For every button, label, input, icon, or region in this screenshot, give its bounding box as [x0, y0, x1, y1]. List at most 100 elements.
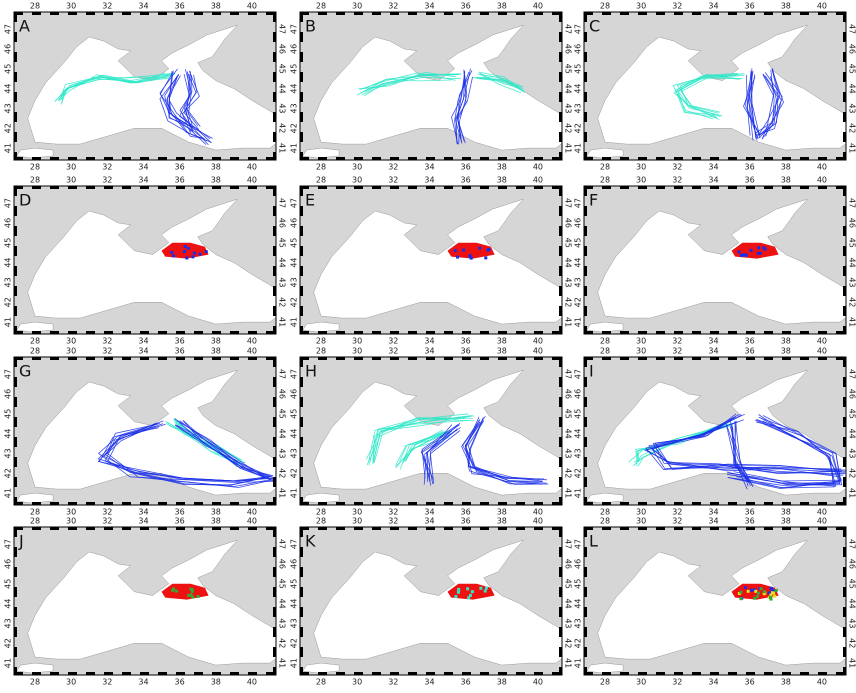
trajectory: [479, 73, 523, 87]
release-point: [478, 246, 482, 250]
lon-tick-label: 40: [533, 2, 543, 11]
lon-tick-label: 36: [461, 337, 471, 346]
lon-tick-label: 36: [745, 508, 755, 517]
lon-tick-label: 34: [424, 508, 434, 517]
lat-tick-label: 43: [278, 448, 287, 458]
lon-tick-label: 34: [708, 347, 718, 356]
trajectory: [454, 72, 470, 145]
trajectory: [457, 70, 473, 143]
lon-tick-label: 34: [424, 347, 434, 356]
lat-tick-label: 46: [564, 218, 573, 228]
lon-tick-label: 34: [138, 2, 148, 11]
sea: [27, 24, 276, 151]
lat-tick-label: 45: [4, 64, 13, 74]
lon-tick-label: 38: [781, 176, 791, 185]
release-point: [191, 255, 195, 259]
lon-tick-label: 32: [102, 163, 112, 172]
release-point: [186, 246, 190, 250]
lon-tick-label: 30: [352, 347, 362, 356]
lat-tick-label: 41: [574, 488, 583, 498]
release-point: [189, 593, 193, 597]
lon-tick-label: 36: [461, 2, 471, 11]
release-point: [746, 589, 750, 593]
lat-tick-label: 42: [278, 638, 287, 648]
release-point: [749, 588, 753, 592]
lat-tick-label: 45: [278, 409, 287, 419]
lat-tick-label: 44: [848, 257, 856, 267]
lon-tick-label: 30: [636, 2, 646, 11]
lat-tick-label: 42: [290, 297, 299, 307]
trajectory: [451, 76, 465, 145]
map-body: [14, 527, 276, 675]
lon-tick-label: 40: [247, 517, 257, 526]
lon-tick-label: 36: [175, 347, 185, 356]
lat-tick-label: 46: [278, 389, 287, 399]
map-body: [14, 186, 276, 334]
lat-tick-label: 45: [564, 64, 573, 74]
release-point: [170, 250, 174, 254]
lat-tick-label: 43: [278, 618, 287, 628]
lat-tick-label: 42: [4, 638, 13, 648]
panel-label: I: [589, 362, 594, 381]
trajectory: [680, 77, 743, 117]
lat-tick-label: 42: [278, 468, 287, 478]
lon-tick-label: 28: [30, 337, 40, 346]
release-point: [754, 589, 758, 593]
lon-tick-label: 30: [352, 163, 362, 172]
lon-tick-label: 38: [497, 347, 507, 356]
trajectory: [647, 421, 840, 478]
lon-tick-label: 34: [708, 2, 718, 11]
lon-tick-label: 28: [30, 163, 40, 172]
lat-tick-label: 45: [290, 579, 299, 589]
release-point: [774, 589, 778, 593]
panel-label: L: [589, 532, 598, 551]
trajectory: [106, 423, 273, 487]
release-point: [762, 590, 766, 594]
lat-tick-label: 46: [574, 218, 583, 228]
release-point: [187, 593, 191, 597]
lat-tick-label: 47: [290, 539, 299, 549]
sea: [27, 198, 276, 325]
trajectory: [357, 78, 452, 96]
lat-tick-label: 45: [574, 238, 583, 248]
lat-tick-label: 42: [290, 638, 299, 648]
lon-tick-label: 40: [533, 347, 543, 356]
trajectory: [168, 70, 208, 142]
lat-tick-label: 43: [848, 618, 856, 628]
sea: [597, 198, 846, 325]
panel-label: G: [19, 362, 31, 381]
release-point: [171, 254, 175, 258]
lat-tick-label: 42: [848, 297, 856, 307]
lon-tick-label: 28: [316, 678, 326, 687]
lon-tick-label: 32: [102, 517, 112, 526]
lon-tick-label: 30: [636, 517, 646, 526]
lat-tick-label: 47: [564, 539, 573, 549]
trajectory: [756, 68, 781, 138]
release-point: [484, 256, 488, 260]
map-body: [300, 186, 562, 334]
lon-tick-label: 30: [66, 517, 76, 526]
release-point: [737, 250, 741, 254]
lat-tick-label: 44: [4, 83, 13, 93]
lon-tick-label: 32: [672, 176, 682, 185]
release-point: [749, 248, 753, 252]
lon-tick-label: 36: [461, 163, 471, 172]
lat-tick-label: 41: [4, 488, 13, 498]
lat-tick-label: 47: [564, 24, 573, 34]
lon-tick-label: 36: [461, 176, 471, 185]
lon-tick-label: 28: [316, 163, 326, 172]
release-point: [762, 592, 766, 596]
lat-tick-label: 47: [848, 369, 856, 379]
lon-tick-label: 40: [247, 2, 257, 11]
lon-tick-label: 38: [497, 678, 507, 687]
lat-tick-label: 44: [4, 428, 13, 438]
lat-tick-label: 42: [4, 297, 13, 307]
lat-tick-label: 41: [848, 317, 856, 327]
lat-tick-label: 43: [848, 277, 856, 287]
release-point: [744, 253, 748, 257]
map-body: [584, 12, 846, 160]
lon-tick-label: 28: [316, 517, 326, 526]
trajectory: [750, 74, 757, 136]
release-area: [447, 242, 495, 259]
trajectory: [179, 74, 194, 128]
